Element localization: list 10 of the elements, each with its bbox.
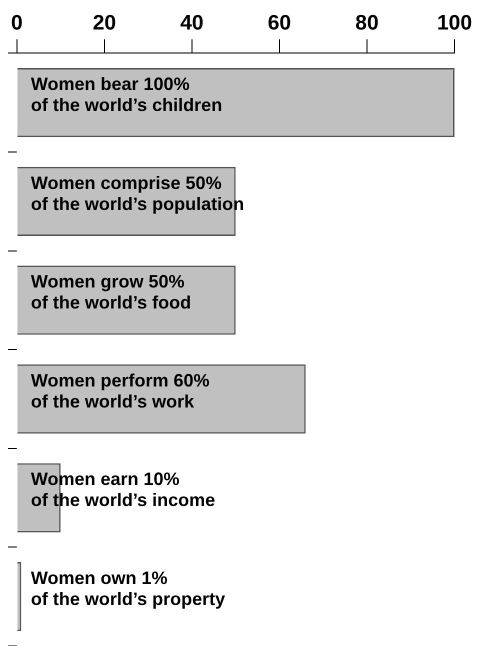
x-tick-label: 80: [355, 11, 379, 34]
x-tick-label: 0: [10, 11, 23, 34]
x-tick-label: 60: [268, 11, 292, 34]
x-tick-label: 20: [92, 11, 116, 34]
x-tick-label: 40: [180, 11, 204, 34]
y-tick-label: Women bear 100% of the world’s children: [30, 74, 222, 115]
x-tick-label: 100: [436, 11, 472, 34]
y-tick-label: Women own 1% of the world’s property: [30, 568, 226, 609]
y-tick-label: Women perform 60% of the world’s work: [30, 370, 210, 412]
y-tick-label: Women grow 50% of the world’s food: [30, 272, 192, 313]
